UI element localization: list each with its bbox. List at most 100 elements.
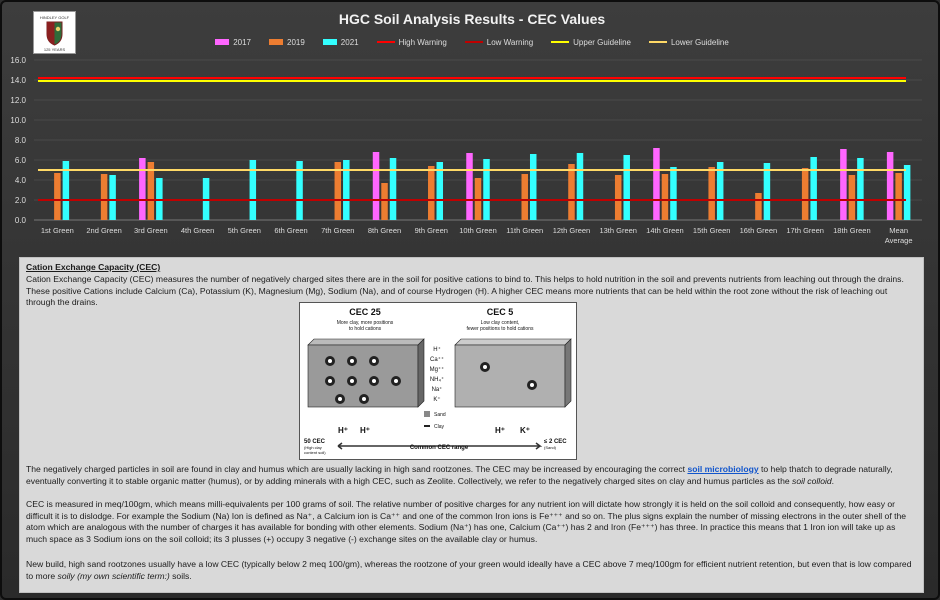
x-tick-label: 16th Green	[740, 226, 778, 235]
bar-2019	[708, 167, 715, 220]
x-tick-label: 12th Green	[553, 226, 591, 235]
bar-2021	[529, 154, 537, 220]
bar-2021	[436, 162, 444, 220]
cec-illustration: CEC 25 More clay, more positions to hold…	[304, 307, 572, 455]
bar-2021	[763, 163, 771, 220]
bar-2021	[483, 159, 490, 220]
x-tick-label: 1st Green	[41, 226, 74, 235]
legend-item: Low Warning	[464, 36, 534, 48]
cec-range-arrow	[337, 442, 543, 450]
bar-2019	[801, 168, 809, 220]
left-out-ion-1: H⁺	[338, 426, 348, 435]
bar-2021	[576, 153, 584, 220]
bar-2017	[372, 152, 380, 220]
bar-2021	[857, 158, 864, 220]
bar-2019	[755, 193, 762, 220]
diagram-left-sub1: More clay, more positions	[337, 320, 394, 326]
legend-item: High Warning	[376, 36, 447, 48]
y-tick-label: 0.0	[15, 216, 27, 225]
legend-label: Low Warning	[486, 37, 534, 47]
bar-2021	[249, 160, 257, 220]
bar-2017	[886, 152, 894, 220]
bar-2019	[100, 174, 108, 220]
x-tick-label: 11th Green	[506, 226, 543, 235]
scale-mid: Common CEC range	[410, 445, 469, 451]
bar-2019	[895, 173, 902, 220]
x-tick-label: 5th Green	[228, 226, 261, 235]
logo-text-bottom: 125 YEARS	[43, 47, 66, 52]
legend-item: 2017	[215, 36, 251, 48]
diagram-right-sub2: fewer positions to hold cations	[467, 326, 534, 332]
y-tick-label: 2.0	[15, 196, 27, 205]
scale-left-3: content soil)	[304, 450, 326, 455]
x-tick-label: 6th Green	[274, 226, 307, 235]
legend-item: Lower Guideline	[648, 36, 729, 48]
legend-label: High Warning	[398, 37, 447, 47]
bar-2019	[381, 183, 388, 220]
x-tick-label: 14th Green	[646, 226, 684, 235]
p2-text-b: to help thatch to degrade naturally, eve…	[26, 464, 893, 486]
x-tick-label: 17th Green	[786, 226, 824, 235]
cec-bar-chart: 0.0 2.0 4.0 6.0 8.0 10.0 12.0 14.0 16.0 1st Green…	[10, 56, 922, 245]
legend-swatch	[269, 39, 283, 45]
y-tick-label: 16.0	[10, 56, 26, 65]
info-panel: Cation Exchange Capacity (CEC) Cation Ex…	[19, 257, 924, 593]
legend-swatch	[648, 41, 667, 43]
club-logo: HINDLEY GOLF CLUB 125 YEARS	[33, 11, 76, 54]
y-tick-label: 10.0	[10, 116, 26, 125]
cec-diagram: CEC 25 More clay, more positions to hold…	[299, 302, 577, 460]
x-tick-label: 9th Green	[415, 226, 448, 235]
p4-text-b: soily (my own scientific term:)	[57, 570, 170, 581]
legend-label: 2021	[340, 37, 359, 47]
x-tick-label: 18th Green	[833, 226, 871, 235]
y-tick-label: 14.0	[10, 76, 26, 85]
info-paragraph-2: The negatively charged particles in soil…	[26, 464, 914, 487]
diagram-right-sub1: Low clay content,	[481, 320, 520, 326]
bar-2017	[139, 158, 146, 220]
scale-left-2: (High clay	[304, 445, 322, 450]
bar-2019	[661, 174, 669, 220]
legend-item: 2021	[322, 36, 359, 48]
shield-icon	[46, 21, 63, 46]
x-tick-label: 15th Green	[693, 226, 731, 235]
bar-2021	[109, 175, 116, 220]
clay-label: Clay	[434, 424, 445, 430]
legend-label: 2017	[233, 37, 251, 47]
bar-2019	[428, 166, 435, 220]
bar-2019	[521, 174, 528, 220]
legend-swatch	[322, 39, 337, 45]
x-tick-label: 10th Green	[459, 226, 497, 235]
scale-right-1: ≤ 2 CEC	[544, 439, 567, 445]
clay-swatch	[424, 425, 430, 427]
y-tick-label: 8.0	[15, 136, 27, 145]
bar-2019	[334, 162, 342, 220]
bar-2019	[848, 175, 856, 220]
diagram-ion-label: Mg⁺⁺	[430, 366, 445, 373]
x-tick-label: 13th Green	[599, 226, 637, 235]
chart-title: HGC Soil Analysis Results - CEC Values	[338, 11, 606, 27]
info-paragraph-3: CEC is measured in meq/100gm, which mean…	[26, 499, 907, 544]
legend-item: Upper Guideline	[551, 36, 631, 48]
x-tick-label: 3rd Green	[134, 226, 168, 235]
scale-left-1: 50 CEC	[304, 439, 326, 445]
diagram-ion-label: H⁺	[433, 346, 441, 353]
bar-2017	[840, 149, 847, 220]
sandy-soil-block	[454, 344, 566, 408]
info-paragraph-1: Cation Exchange Capacity (CEC) measures …	[26, 274, 904, 308]
diagram-right-title: CEC 5	[487, 307, 514, 317]
p4-text-a: New build, high sand rootzones usually h…	[26, 559, 912, 581]
bar-2019	[568, 164, 575, 220]
x-tick-label: 4th Green	[181, 226, 214, 235]
diagram-left-title: CEC 25	[349, 307, 381, 317]
diagram-left-sub2: to hold cations	[349, 326, 382, 332]
legend-swatch	[551, 41, 570, 43]
right-out-ion-2: K⁺	[520, 426, 530, 435]
info-heading: Cation Exchange Capacity (CEC)	[26, 262, 161, 272]
scale-right-2: (Sand)	[544, 445, 557, 450]
x-tick-label: Mean Average	[885, 226, 913, 245]
soil-microbiology-link[interactable]: soil microbiology	[687, 464, 759, 474]
legend-item: 2019	[269, 36, 305, 48]
bar-2017	[466, 153, 473, 220]
bar-2019	[147, 162, 155, 220]
